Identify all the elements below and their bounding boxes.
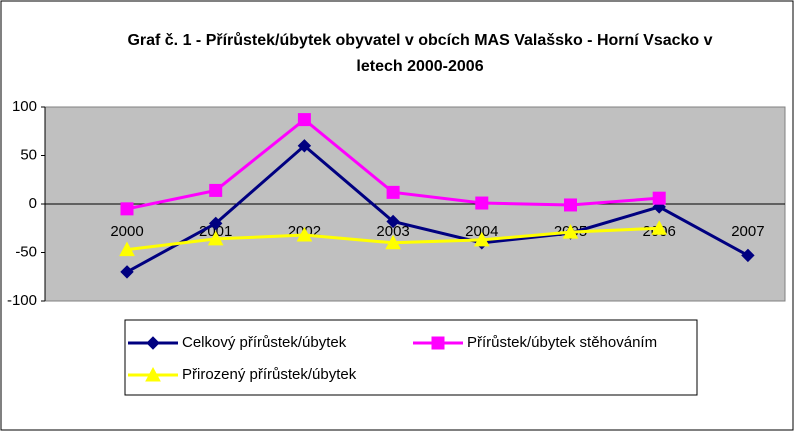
data-point: [741, 248, 755, 263]
chart-title: Graf č. 1 - Přírůstek/úbytek obyvatel v …: [127, 32, 713, 75]
y-tick-label: 50: [20, 146, 37, 163]
data-point: [385, 234, 401, 250]
data-point: [119, 241, 135, 257]
x-tick-label: 2007: [731, 223, 764, 240]
x-tick-label: 2000: [110, 223, 143, 240]
data-point: [386, 214, 400, 229]
y-tick-label: 0: [29, 195, 37, 212]
data-point: [386, 185, 400, 199]
y-tick-label: -100: [7, 292, 37, 309]
x-tick-label: 2003: [376, 223, 409, 240]
data-point: [564, 198, 577, 212]
y-tick-label: 100: [12, 98, 37, 115]
series-line: [126, 143, 749, 274]
data-point: [651, 220, 668, 235]
legend-marker: [145, 366, 161, 382]
data-point: [296, 226, 313, 242]
data-point: [120, 265, 134, 279]
legend-marker: [431, 336, 445, 350]
data-point: [120, 202, 134, 216]
x-tick-label: 2004: [465, 223, 498, 240]
data-point: [297, 113, 311, 127]
legend-label: Celkový přírůstek/úbytek: [182, 334, 347, 351]
data-point: [652, 191, 666, 205]
data-point: [297, 139, 312, 153]
legend-marker: [146, 336, 160, 350]
legend-label: Přírůstek/úbytek stěhováním: [467, 334, 657, 351]
data-point: [473, 231, 490, 247]
data-point: [209, 183, 223, 197]
data-point: [208, 216, 223, 231]
data-point: [562, 224, 579, 239]
legend-label: Přirozený přírůstek/úbytek: [182, 366, 357, 383]
y-tick-label: -50: [15, 243, 37, 260]
data-point: [207, 230, 224, 246]
legend-box: [124, 319, 698, 396]
data-point: [475, 196, 489, 210]
